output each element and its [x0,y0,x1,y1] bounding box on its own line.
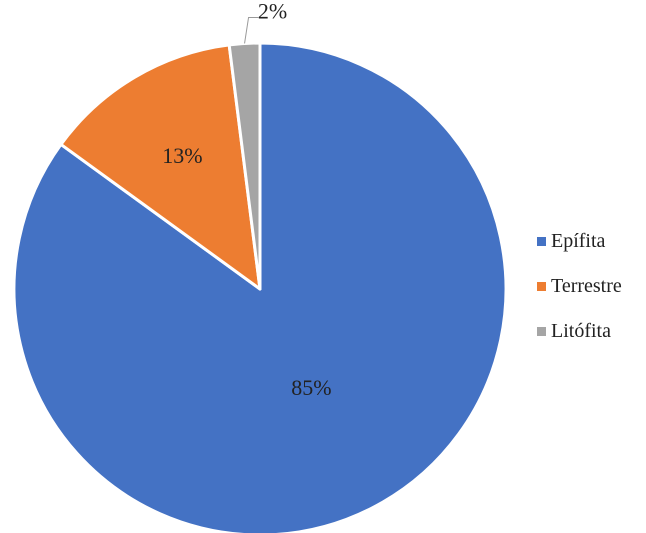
data-label-terrestre: 13% [162,143,202,168]
data-label-epifita: 85% [291,375,331,400]
legend-item-terrestre[interactable]: Terrestre [537,273,642,300]
legend-label-litofita: Litófita [551,320,611,342]
legend-swatch-litofita [537,327,546,336]
legend-swatch-terrestre [537,282,546,291]
legend-item-epifita[interactable]: Epífita [537,228,642,255]
legend-swatch-epifita [537,237,546,246]
legend: Epífita Terrestre Litófita [537,228,642,363]
leader-lines [244,16,259,44]
pie-slice-litofita[interactable] [227,41,262,291]
pie-slice-epifita[interactable] [12,41,508,533]
legend-item-litofita[interactable]: Litófita [537,318,642,345]
data-labels: 85% 13% 2% [162,0,331,400]
leader-line-litofita [244,16,259,44]
legend-label-epifita: Epífita [551,230,606,252]
pie-slice-terrestre[interactable] [59,43,262,291]
legend-label-terrestre: Terrestre [551,275,622,297]
pie-slices [12,41,508,533]
data-label-litofita: 2% [258,0,287,24]
